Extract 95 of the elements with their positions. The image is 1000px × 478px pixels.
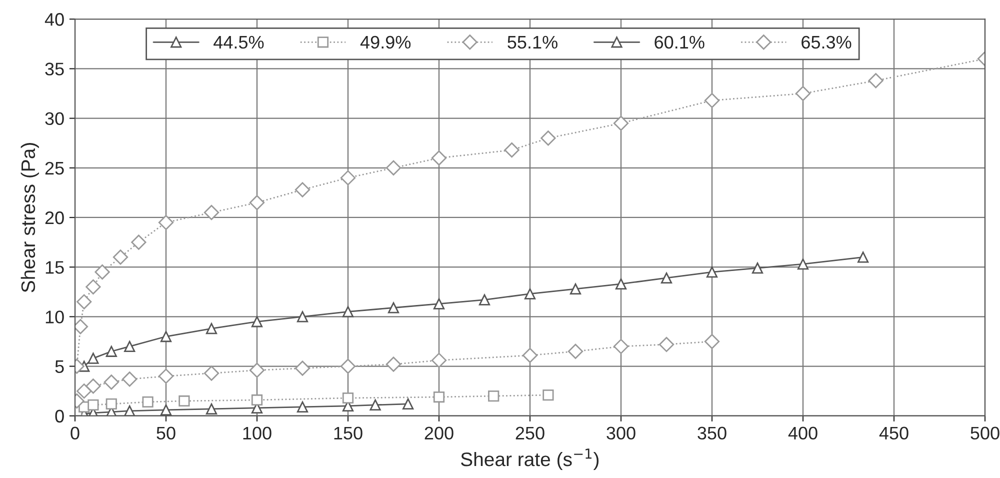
point bbox=[76, 294, 92, 310]
point bbox=[88, 399, 99, 411]
point bbox=[540, 130, 556, 146]
x-tick-label: 50 bbox=[156, 426, 176, 440]
x-tick-label: 400 bbox=[788, 426, 818, 440]
x-tick-label: 0 bbox=[70, 426, 80, 440]
y-tick-label: 35 bbox=[45, 62, 64, 76]
point bbox=[704, 334, 720, 350]
point bbox=[658, 336, 674, 352]
point bbox=[433, 298, 445, 310]
point bbox=[433, 391, 445, 403]
y-tick-label: 25 bbox=[45, 162, 64, 175]
point bbox=[86, 279, 101, 294]
y-tick-label: 15 bbox=[46, 261, 64, 274]
point bbox=[178, 395, 190, 407]
x-tick-label: 450 bbox=[879, 426, 908, 440]
point bbox=[431, 150, 447, 166]
point bbox=[296, 401, 308, 412]
point bbox=[131, 234, 146, 250]
legend-label: 55.1% bbox=[508, 36, 558, 49]
point bbox=[106, 346, 117, 357]
point bbox=[94, 264, 110, 280]
x-tick-label: 350 bbox=[698, 426, 726, 440]
point bbox=[160, 330, 172, 342]
point bbox=[370, 399, 381, 411]
point bbox=[160, 404, 172, 416]
legend-label: 60.1% bbox=[654, 36, 704, 49]
y-tick-label: 40 bbox=[44, 13, 64, 26]
x-tick-label: 150 bbox=[334, 426, 362, 440]
point bbox=[570, 283, 582, 294]
point bbox=[797, 258, 809, 270]
x-tick-label: 100 bbox=[243, 426, 272, 440]
point bbox=[124, 340, 136, 352]
point bbox=[106, 398, 117, 410]
point bbox=[402, 398, 414, 410]
x-tick-label: 300 bbox=[606, 426, 636, 440]
point bbox=[868, 73, 884, 88]
point bbox=[568, 344, 584, 359]
point bbox=[342, 392, 354, 404]
point bbox=[615, 278, 627, 290]
point bbox=[294, 360, 310, 376]
y-tick-label: 0 bbox=[55, 410, 64, 423]
point bbox=[660, 272, 672, 284]
point bbox=[251, 316, 263, 328]
y-tick-label: 30 bbox=[45, 112, 64, 126]
point bbox=[76, 383, 92, 399]
point bbox=[752, 262, 764, 274]
point bbox=[340, 170, 356, 186]
x-tick-label: 500 bbox=[970, 426, 1000, 440]
point bbox=[88, 352, 99, 364]
point bbox=[704, 92, 720, 108]
point bbox=[542, 389, 554, 401]
point bbox=[340, 358, 356, 374]
point bbox=[158, 368, 174, 384]
legend-label: 49.9% bbox=[360, 36, 411, 49]
point bbox=[204, 204, 220, 220]
legend-label: 44.5% bbox=[214, 36, 264, 49]
point bbox=[342, 306, 354, 318]
point bbox=[613, 338, 629, 354]
point bbox=[249, 362, 265, 378]
y-tick-label: 5 bbox=[55, 360, 64, 373]
point bbox=[206, 403, 218, 414]
point bbox=[86, 378, 101, 394]
point bbox=[206, 323, 218, 334]
point bbox=[524, 288, 536, 300]
point bbox=[386, 356, 402, 372]
x-axis-title: Shear rate (s$^{−1}$) bbox=[460, 448, 599, 470]
point bbox=[706, 266, 718, 278]
point bbox=[478, 294, 490, 306]
x-tick-label: 200 bbox=[424, 426, 454, 440]
point bbox=[294, 182, 310, 198]
point bbox=[112, 250, 128, 265]
point bbox=[488, 390, 500, 402]
point bbox=[104, 374, 119, 390]
legend-label: 65.3% bbox=[802, 36, 852, 49]
point bbox=[431, 352, 447, 368]
point bbox=[142, 396, 154, 408]
point bbox=[522, 348, 538, 363]
point bbox=[249, 195, 265, 210]
point bbox=[386, 160, 402, 176]
x-tick-label: 250 bbox=[516, 426, 544, 440]
y-axis-title: Shear stress (Pa) bbox=[20, 143, 39, 292]
point bbox=[122, 372, 138, 387]
point bbox=[158, 214, 174, 230]
point bbox=[251, 394, 263, 406]
point bbox=[296, 311, 308, 322]
point bbox=[504, 142, 520, 158]
point bbox=[613, 116, 629, 131]
y-tick-label: 20 bbox=[45, 211, 64, 224]
point bbox=[204, 366, 220, 381]
point bbox=[124, 405, 136, 416]
point bbox=[795, 86, 811, 102]
y-tick-label: 10 bbox=[46, 310, 64, 324]
point bbox=[858, 252, 869, 263]
point bbox=[388, 302, 400, 314]
